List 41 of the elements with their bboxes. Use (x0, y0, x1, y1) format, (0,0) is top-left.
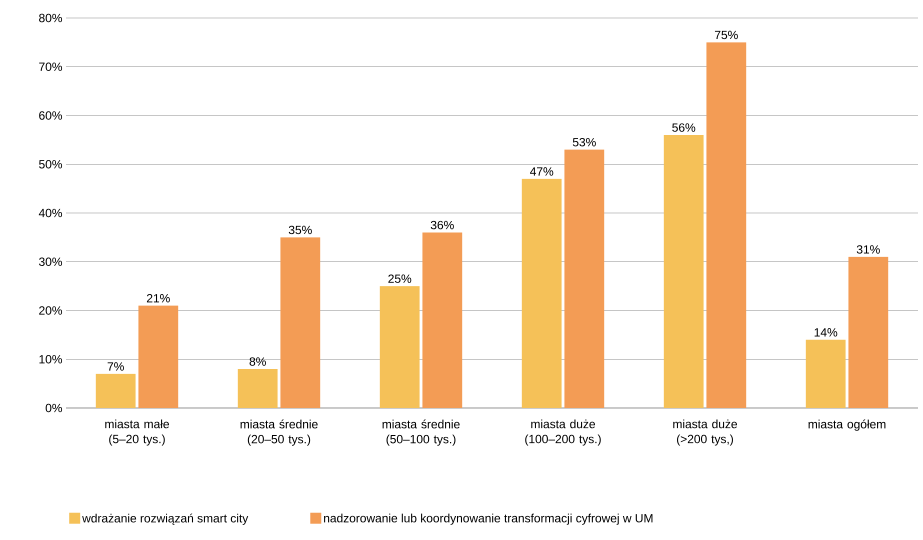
bar (422, 232, 462, 408)
data-label: 53% (572, 138, 596, 146)
bar (280, 237, 320, 408)
x-tick-label: miasta duże (100–200 tys.) (525, 420, 601, 446)
bar (522, 178, 562, 408)
x-tick-label: miasta ogółem (808, 420, 886, 431)
bar (706, 42, 746, 408)
data-label: 31% (856, 245, 880, 254)
y-tick-label: 80% (39, 14, 62, 22)
data-label: 47% (530, 167, 554, 176)
data-label: 14% (814, 328, 838, 337)
data-label: 8% (250, 357, 266, 366)
data-label: 36% (430, 220, 454, 230)
x-tick-label: miasta duże (>200 tys,) (673, 420, 738, 446)
y-tick-label: 50% (39, 160, 62, 168)
y-tick-label: 60% (39, 111, 62, 120)
y-tick-label: 70% (39, 62, 62, 71)
bar (806, 340, 846, 408)
data-label: 75% (714, 30, 738, 40)
legend-label: nadzorowanie lub koordynowanie transformacji cyfrowej w UM (324, 514, 652, 525)
bar (138, 306, 178, 408)
data-label: 25% (388, 274, 412, 283)
y-tick-label: 20% (39, 306, 62, 315)
x-tick-label: miasta małe (5–20 tys.) (105, 420, 170, 446)
y-tick-label: 0% (46, 404, 62, 412)
legend-label: wdrażanie rozwiązań smart city (82, 514, 248, 525)
bar (96, 374, 136, 408)
data-label: 7% (108, 362, 124, 371)
y-tick-label: 10% (39, 355, 62, 364)
bar (564, 150, 604, 408)
x-tick-label: miasta średnie (20–50 tys.) (240, 420, 318, 446)
bar (848, 256, 888, 408)
data-label: 35% (288, 226, 312, 234)
x-tick-label: miasta średnie (50–100 tys.) (382, 420, 460, 446)
bar (380, 286, 420, 408)
bar (238, 369, 278, 408)
y-tick-label: 30% (39, 258, 62, 266)
bar (664, 135, 704, 408)
y-tick-label: 40% (38, 208, 62, 218)
data-label: 21% (146, 294, 170, 302)
data-label: 56% (672, 123, 696, 132)
